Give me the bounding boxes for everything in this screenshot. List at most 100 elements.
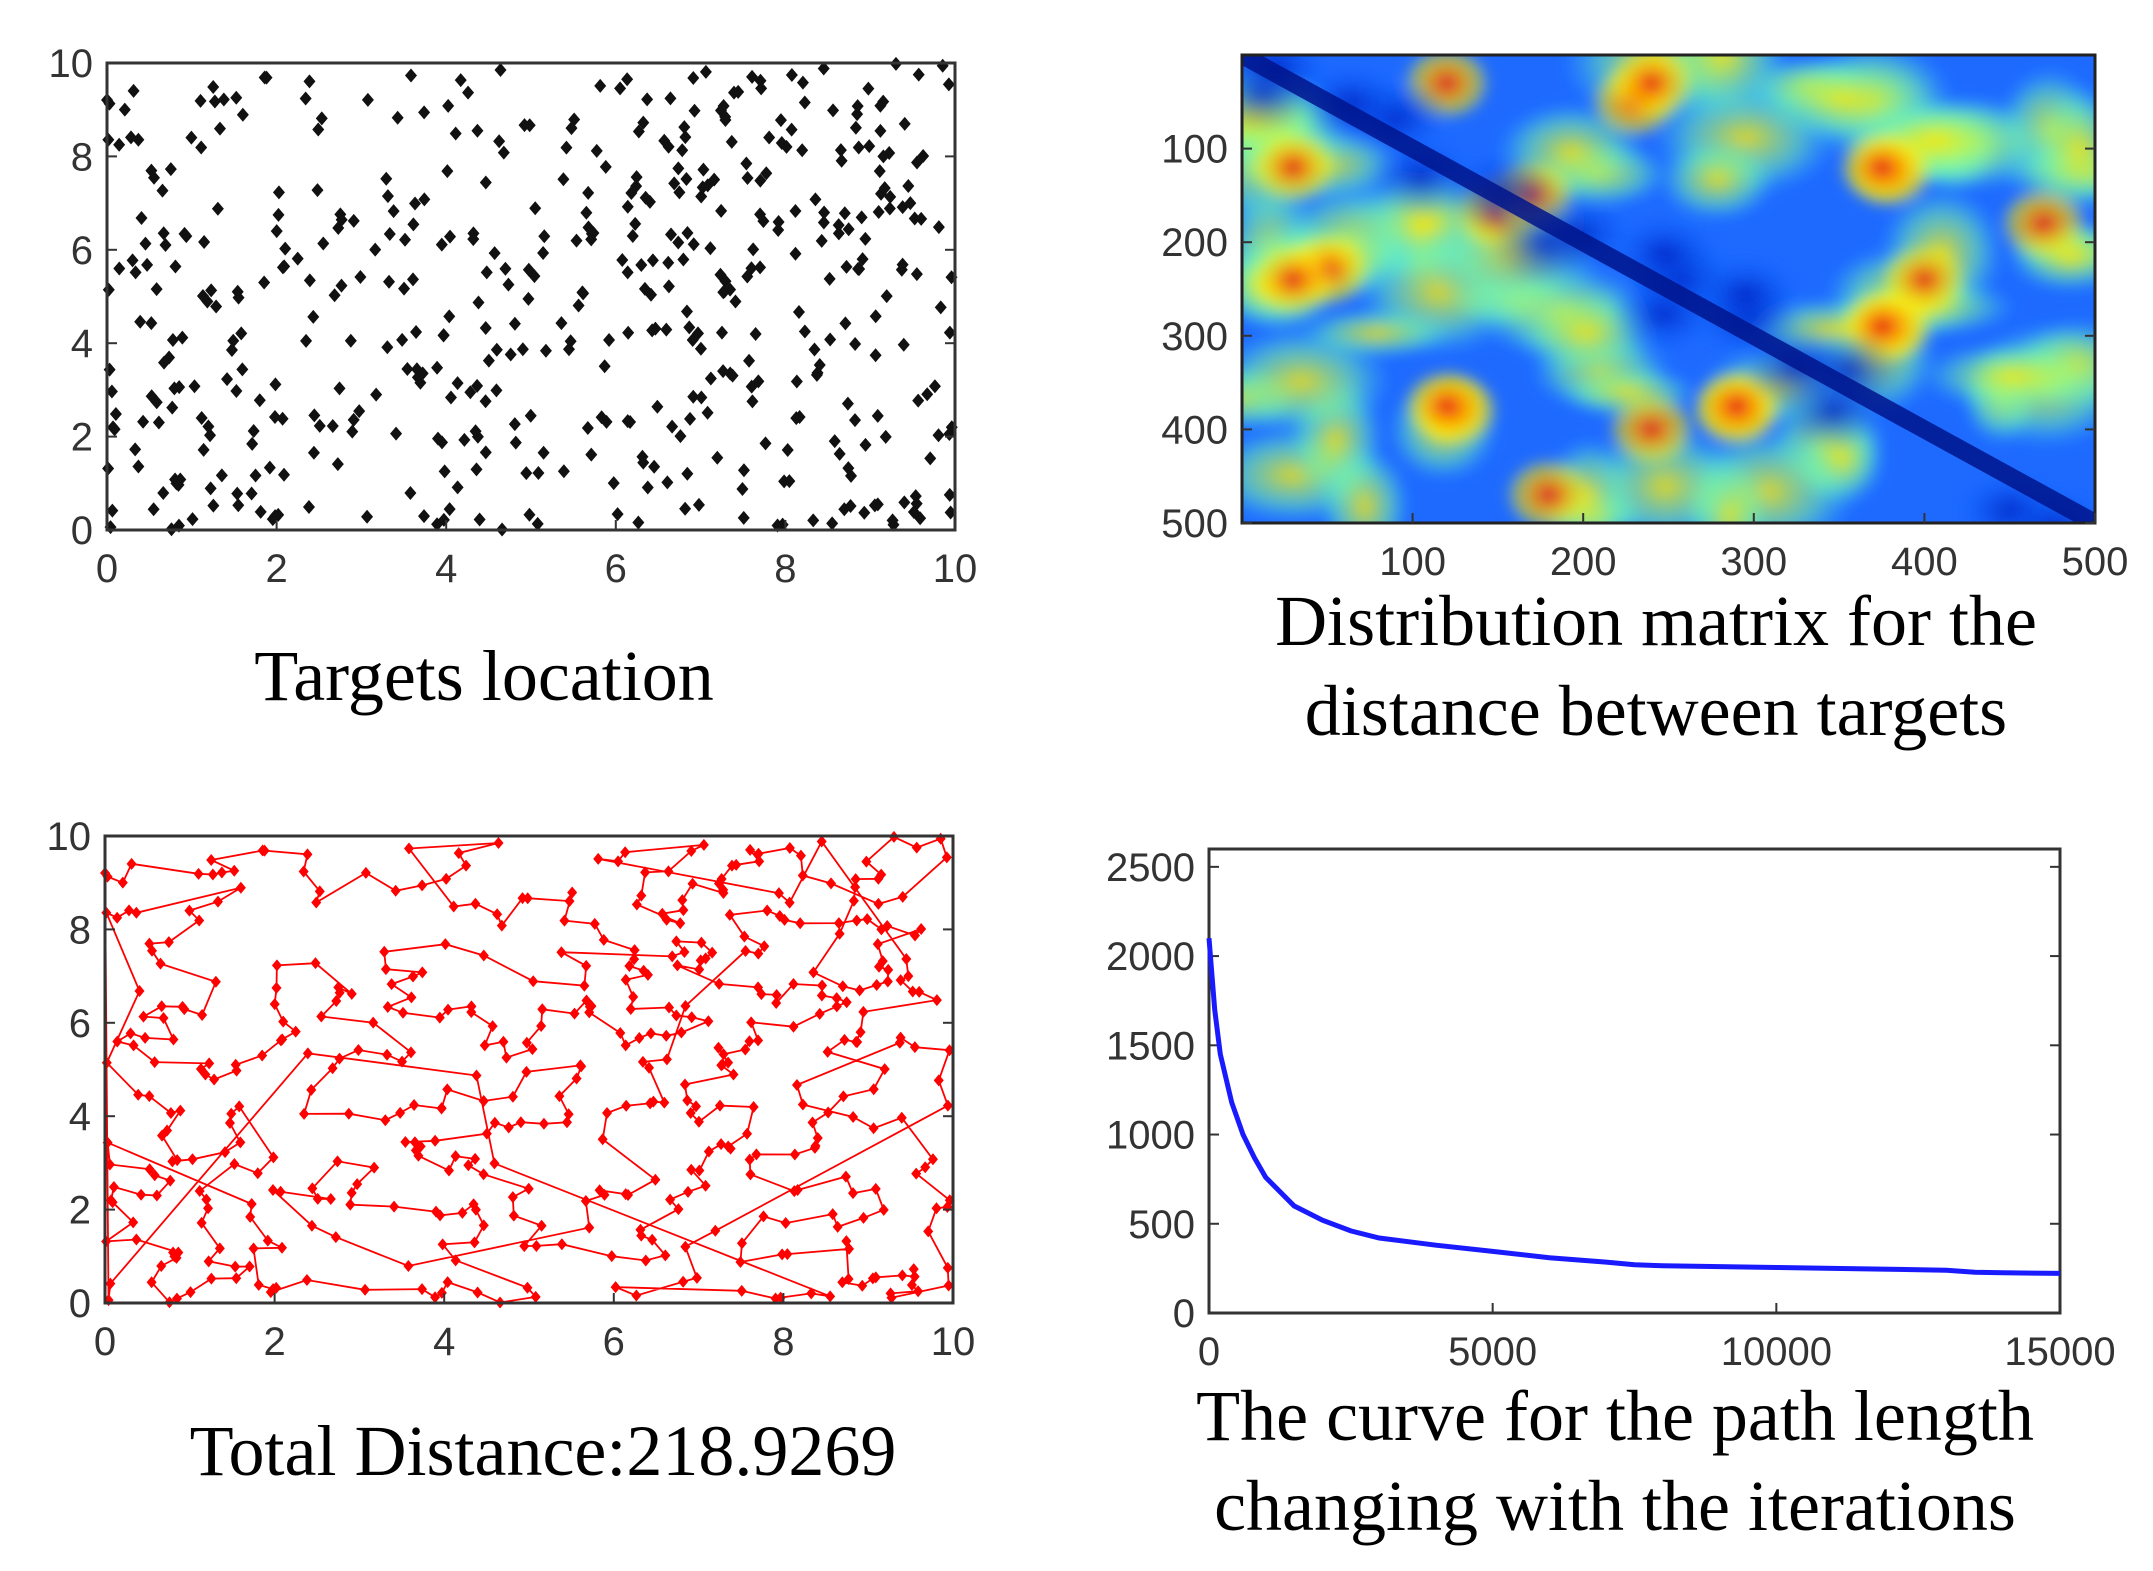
convergence-axis-ticks: 0 5000 10000 15000 0 500 1000 1500 2000 2500 [1106, 846, 2116, 1374]
target-point [897, 337, 910, 352]
route-stop [736, 1284, 747, 1297]
route-stop [179, 1003, 190, 1016]
route-stop [659, 1096, 670, 1109]
route-stop [478, 949, 489, 962]
target-point [754, 260, 767, 275]
target-point [528, 269, 541, 284]
target-point [411, 370, 424, 385]
target-point [641, 92, 654, 107]
target-point [796, 143, 809, 158]
target-point [851, 107, 864, 122]
targets-scatter [101, 56, 958, 537]
target-point [538, 229, 551, 244]
route-stop [817, 979, 828, 992]
route-stop [837, 980, 848, 993]
target-point [156, 183, 169, 198]
target-point [789, 246, 802, 261]
target-point [444, 390, 457, 405]
target-point [109, 407, 122, 422]
target-point [398, 281, 411, 296]
target-point [665, 227, 678, 242]
distance-matrix-title-line-2: distance between targets [1305, 671, 2007, 751]
route-stop [417, 879, 428, 892]
target-point [813, 357, 826, 372]
target-point [687, 71, 700, 86]
route-stop [523, 1182, 534, 1195]
route-stop [380, 963, 391, 976]
target-point [699, 64, 712, 79]
route-stop [536, 1219, 547, 1232]
target-point [817, 61, 830, 76]
heatmap-hotspot [1606, 391, 1697, 468]
target-point [166, 333, 179, 348]
route-stop [792, 1183, 803, 1196]
target-point [560, 140, 573, 155]
route-stop [581, 959, 592, 972]
target-point [438, 464, 451, 479]
target-point [849, 336, 862, 351]
target-point [719, 109, 732, 124]
target-point [585, 447, 598, 462]
route-stop [823, 1106, 834, 1119]
route-stop [855, 1026, 866, 1039]
target-point [873, 164, 886, 179]
route-stop [206, 1272, 217, 1285]
route-stop [167, 1155, 178, 1168]
target-point [272, 507, 285, 522]
target-point [872, 205, 885, 220]
target-point [852, 261, 865, 276]
route-stop [795, 849, 806, 862]
target-point [798, 95, 811, 110]
target-point [132, 459, 145, 474]
route-ytick-label: 10 [47, 815, 92, 859]
heatmap-cell [1297, 307, 1455, 359]
route-stop [201, 1193, 212, 1206]
target-point [472, 295, 485, 310]
route-stop [487, 1020, 498, 1033]
target-point [437, 328, 450, 343]
target-point [877, 94, 890, 109]
target-point [823, 271, 836, 286]
route-stop [408, 970, 419, 983]
route-stop [874, 960, 885, 973]
target-point [678, 120, 691, 135]
route-stop [386, 978, 397, 991]
route-stop [472, 1286, 483, 1299]
route-stop [903, 970, 914, 983]
target-point [272, 185, 285, 200]
target-point [928, 379, 941, 394]
target-point [838, 206, 851, 221]
route-stop [345, 1198, 356, 1211]
target-point [418, 509, 431, 524]
target-point [696, 180, 709, 195]
route-stop [269, 998, 280, 1011]
route-stop [735, 1255, 746, 1268]
target-point [646, 323, 659, 338]
route-stop [194, 1185, 205, 1198]
target-point [451, 480, 464, 495]
target-point [232, 498, 245, 513]
heatmap-ytick-label: 200 [1161, 221, 1228, 265]
target-point [910, 155, 923, 170]
target-point [473, 512, 486, 527]
target-point [737, 463, 750, 478]
target-point [157, 226, 170, 241]
route-stop [623, 1188, 634, 1201]
target-point [737, 510, 750, 525]
convergence-plot-frame [1207, 847, 2062, 1315]
route-stop [204, 1057, 215, 1070]
route-stop [409, 1136, 420, 1149]
target-point [249, 468, 262, 483]
route-stop [528, 975, 539, 988]
route-stop [442, 1276, 453, 1289]
route-stop [106, 1194, 117, 1207]
route-stop [838, 1090, 849, 1103]
target-point [581, 421, 594, 436]
target-point [878, 181, 891, 196]
route-stop [581, 994, 592, 1007]
target-point [688, 103, 701, 118]
target-point [103, 362, 116, 377]
route-stop [640, 1254, 651, 1267]
convergence-xtick-label: 0 [1198, 1330, 1220, 1374]
route-stop [672, 959, 683, 972]
